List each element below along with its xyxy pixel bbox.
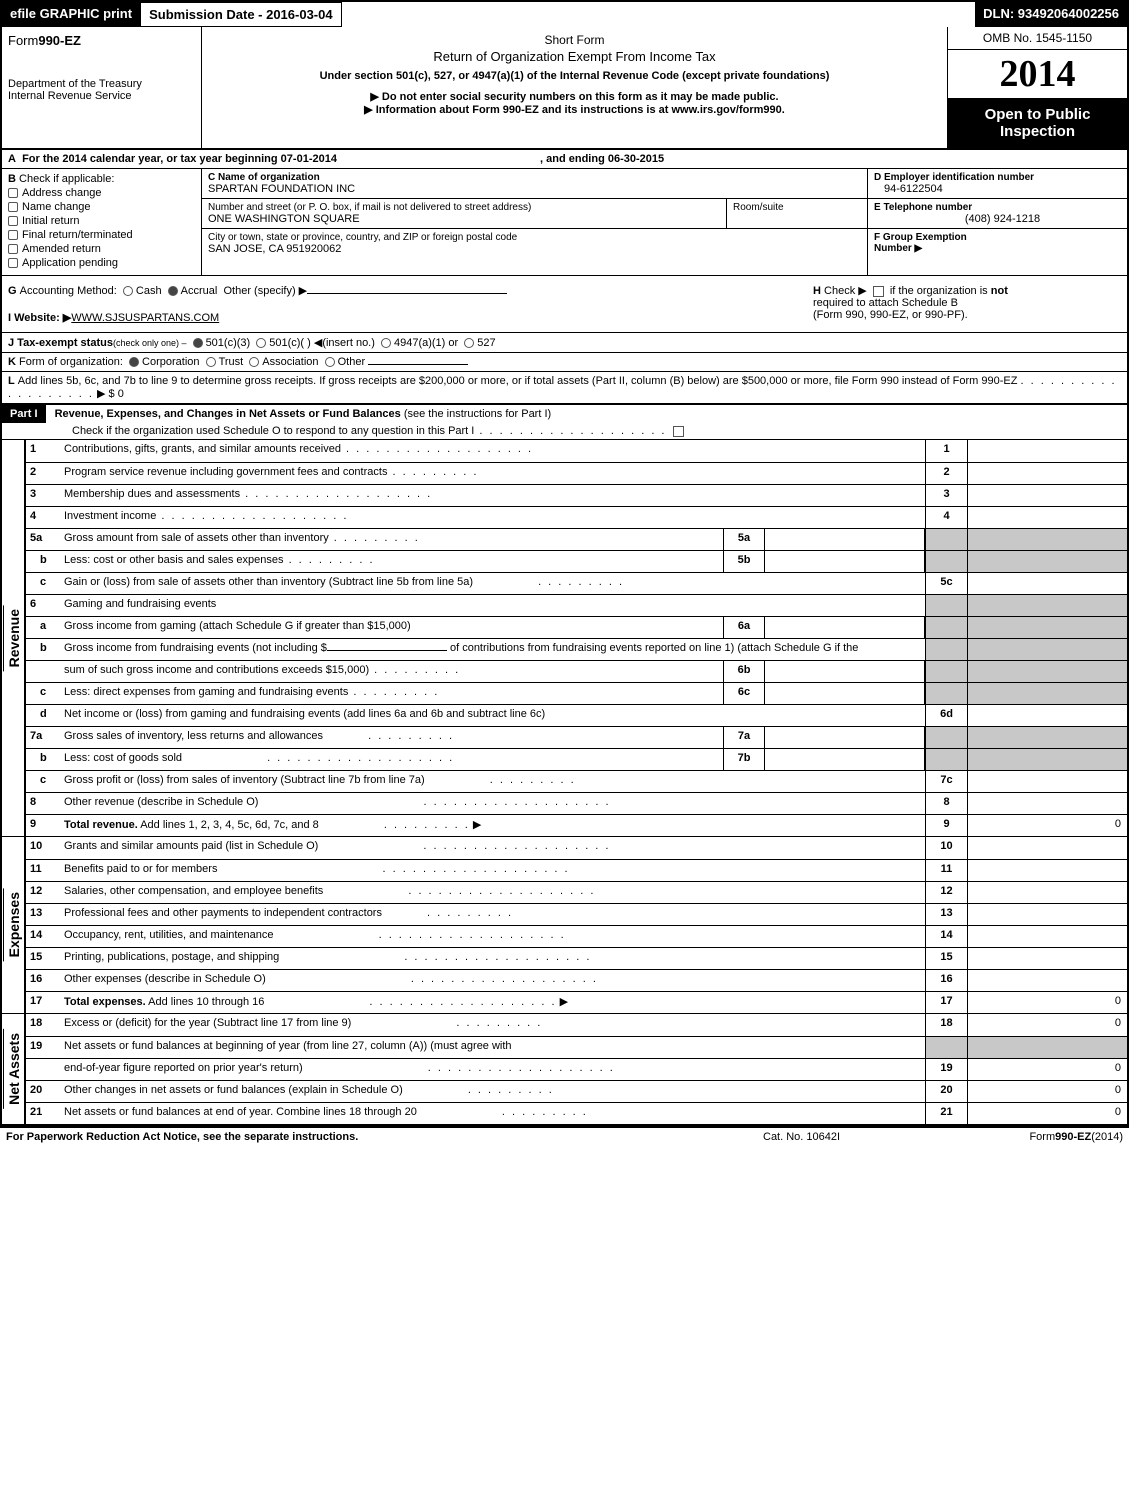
city-value: SAN JOSE, CA 951920062 bbox=[208, 243, 861, 255]
radio-501c[interactable] bbox=[256, 338, 266, 348]
addr-value: ONE WASHINGTON SQUARE bbox=[208, 213, 720, 225]
row-k-form-org: K Form of organization: Corporation Trus… bbox=[2, 353, 1127, 372]
submission-date: Submission Date - 2016-03-04 bbox=[140, 2, 342, 27]
website-link[interactable]: WWW.SJSUSPARTANS.COM bbox=[71, 312, 219, 324]
page-footer: For Paperwork Reduction Act Notice, see … bbox=[0, 1128, 1129, 1146]
radio-4947[interactable] bbox=[381, 338, 391, 348]
org-name-label: C Name of organization bbox=[208, 172, 861, 183]
omb-number: OMB No. 1545-1150 bbox=[948, 27, 1127, 50]
chk-initial-return[interactable] bbox=[8, 216, 18, 226]
row-j-tax-exempt: J Tax-exempt status(check only one) – 50… bbox=[2, 333, 1127, 353]
dln-label: DLN: 93492064002256 bbox=[975, 2, 1127, 27]
chk-application-pending[interactable] bbox=[8, 258, 18, 268]
section-expenses: Expenses 10Grants and similar amounts pa… bbox=[2, 837, 1127, 1014]
part-i-header: Part I Revenue, Expenses, and Changes in… bbox=[2, 404, 1127, 440]
radio-cash[interactable] bbox=[123, 286, 133, 296]
radio-trust[interactable] bbox=[206, 357, 216, 367]
chk-amended-return[interactable] bbox=[8, 244, 18, 254]
row-a-tax-year: A For the 2014 calendar year, or tax yea… bbox=[2, 150, 1127, 169]
row-g-h: G Accounting Method: Cash Accrual Other … bbox=[2, 276, 1127, 333]
expenses-label: Expenses bbox=[3, 888, 24, 961]
chk-address-change[interactable] bbox=[8, 188, 18, 198]
dept-treasury: Department of the Treasury bbox=[8, 78, 195, 90]
tax-year: 2014 bbox=[948, 50, 1127, 98]
top-bar: efile GRAPHIC print Submission Date - 20… bbox=[2, 2, 1127, 27]
cat-no: Cat. No. 10642I bbox=[763, 1131, 963, 1143]
topbar-spacer bbox=[342, 2, 976, 27]
form-title: Return of Organization Exempt From Incom… bbox=[212, 49, 937, 64]
group-exemption-label: F Group Exemption bbox=[874, 232, 1121, 243]
form-header: Form990-EZ Department of the Treasury In… bbox=[2, 27, 1127, 150]
row-l-gross-receipts: L Add lines 5b, 6c, and 7b to line 9 to … bbox=[2, 372, 1127, 404]
chk-final-return[interactable] bbox=[8, 230, 18, 240]
bullet-info: ▶ Information about Form 990-EZ and its … bbox=[212, 103, 937, 116]
col-d-e-f: D Employer identification number 94-6122… bbox=[867, 169, 1127, 275]
phone-label: E Telephone number bbox=[874, 202, 1121, 213]
radio-corporation[interactable] bbox=[129, 357, 139, 367]
open-to-public: Open to Public Inspection bbox=[948, 98, 1127, 148]
bullet-ssn: ▶ Do not enter social security numbers o… bbox=[212, 90, 937, 103]
phone-value: (408) 924-1218 bbox=[874, 213, 1121, 225]
form-ref: Form990-EZ(2014) bbox=[963, 1131, 1123, 1143]
section-revenue: Revenue 1Contributions, gifts, grants, a… bbox=[2, 440, 1127, 837]
short-form-label: Short Form bbox=[212, 33, 937, 47]
ein-label: D Employer identification number bbox=[874, 172, 1121, 183]
part-i-label: Part I bbox=[2, 405, 46, 423]
chk-schedule-o-part1[interactable] bbox=[673, 426, 684, 437]
col-b-checkboxes: B Check if applicable: Address change Na… bbox=[2, 169, 202, 275]
form-number: Form990-EZ bbox=[8, 33, 195, 48]
ein-value: 94-6122504 bbox=[874, 183, 1121, 195]
addr-label: Number and street (or P. O. box, if mail… bbox=[208, 202, 720, 213]
radio-accrual[interactable] bbox=[168, 286, 178, 296]
radio-other-org[interactable] bbox=[325, 357, 335, 367]
org-name-value: SPARTAN FOUNDATION INC bbox=[208, 183, 861, 195]
chk-schedule-b[interactable] bbox=[873, 286, 884, 297]
room-suite-label: Room/suite bbox=[727, 199, 867, 228]
section-net-assets: Net Assets 18Excess or (deficit) for the… bbox=[2, 1014, 1127, 1126]
group-exemption-number: Number ▶ bbox=[874, 243, 1121, 254]
form-subtitle: Under section 501(c), 527, or 4947(a)(1)… bbox=[212, 70, 937, 82]
radio-association[interactable] bbox=[249, 357, 259, 367]
revenue-label: Revenue bbox=[3, 605, 24, 671]
dept-irs: Internal Revenue Service bbox=[8, 90, 195, 102]
net-assets-label: Net Assets bbox=[3, 1029, 24, 1109]
radio-501c3[interactable] bbox=[193, 338, 203, 348]
efile-label: efile GRAPHIC print bbox=[2, 2, 140, 27]
block-b-c-d: B Check if applicable: Address change Na… bbox=[2, 169, 1127, 276]
radio-527[interactable] bbox=[464, 338, 474, 348]
website-row: I Website: ▶WWW.SJSUSPARTANS.COM bbox=[8, 311, 801, 324]
schedule-b-check: H Check ▶ if the organization is not req… bbox=[807, 276, 1127, 332]
col-c-org-info: C Name of organization SPARTAN FOUNDATIO… bbox=[202, 169, 867, 275]
chk-name-change[interactable] bbox=[8, 202, 18, 212]
accounting-method: G Accounting Method: Cash Accrual Other … bbox=[8, 284, 801, 297]
paperwork-notice: For Paperwork Reduction Act Notice, see … bbox=[6, 1131, 763, 1143]
city-label: City or town, state or province, country… bbox=[208, 232, 861, 243]
irs-link[interactable]: www.irs.gov/form990 bbox=[672, 104, 782, 116]
